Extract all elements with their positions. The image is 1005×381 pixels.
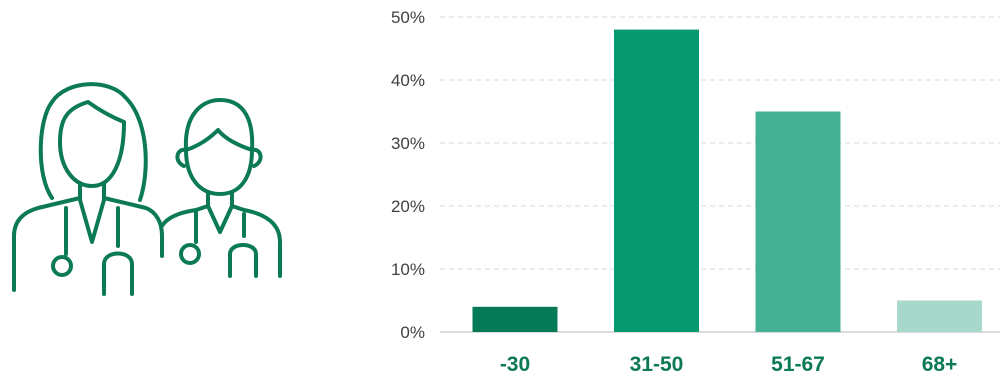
y-tick-label: 10%: [391, 260, 425, 279]
y-tick-label: 40%: [391, 71, 425, 90]
y-tick-label: 30%: [391, 134, 425, 153]
bar-68+: [897, 300, 982, 332]
x-tick-label: 68+: [922, 353, 958, 376]
female-doctor-icon: [12, 82, 164, 296]
bar-31-50: [614, 29, 699, 332]
x-tick-label: -30: [500, 353, 530, 376]
y-tick-label: 0%: [400, 323, 425, 342]
x-tick-label: 51-67: [771, 353, 825, 376]
bar-51-67: [755, 111, 841, 332]
doctors-icon: [12, 82, 282, 296]
x-tick-label: 31-50: [630, 353, 684, 376]
male-doctor-icon: [160, 98, 282, 278]
y-tick-label: 50%: [391, 8, 425, 27]
bar--30: [472, 306, 558, 332]
y-tick-label: 20%: [391, 197, 425, 216]
